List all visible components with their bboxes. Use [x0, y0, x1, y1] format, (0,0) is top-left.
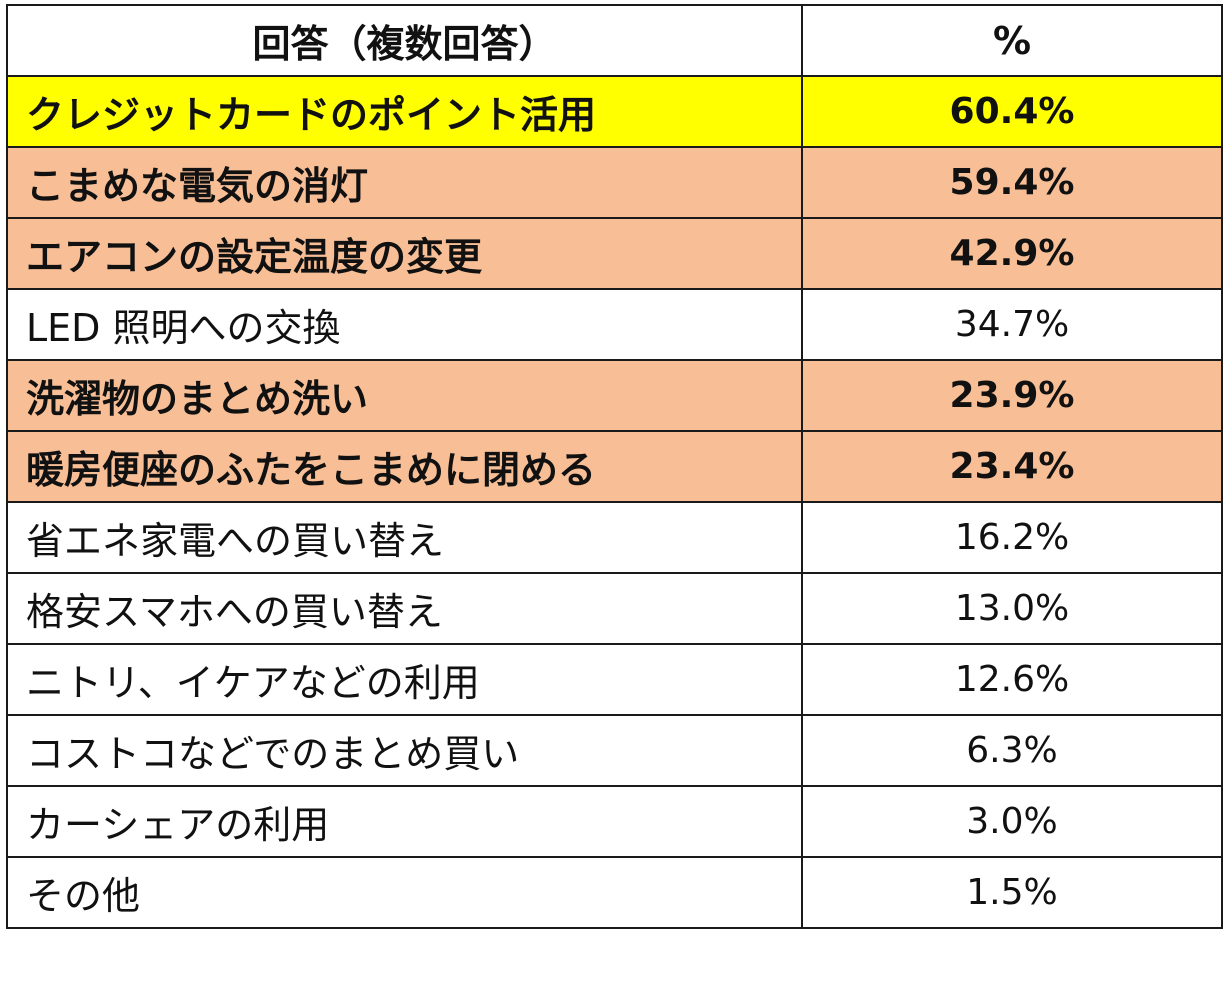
survey-table-container: 回答（複数回答） % クレジットカードのポイント活用 60.4% こまめな電気の消灯…	[6, 4, 1223, 929]
table-row: カーシェアの利用 3.0%	[6, 785, 1223, 858]
row-percent: 12.6%	[801, 643, 1223, 716]
row-label: 格安スマホへの買い替え	[6, 572, 803, 645]
table-row: こまめな電気の消灯 59.4%	[6, 146, 1223, 219]
row-label: コストコなどでのまとめ買い	[6, 714, 803, 787]
table-row: クレジットカードのポイント活用 60.4%	[6, 75, 1223, 148]
row-percent: 23.9%	[801, 359, 1223, 432]
table-body: クレジットカードのポイント活用 60.4% こまめな電気の消灯 59.4% エアコンの設…	[6, 75, 1223, 929]
row-label: その他	[6, 856, 803, 929]
row-percent: 3.0%	[801, 785, 1223, 858]
survey-results-table: 回答（複数回答） % クレジットカードのポイント活用 60.4% こまめな電気の消灯…	[6, 4, 1223, 929]
row-label: LED 照明への交換	[6, 288, 803, 361]
table-row: 省エネ家電への買い替え 16.2%	[6, 501, 1223, 574]
row-percent: 23.4%	[801, 430, 1223, 503]
row-percent: 13.0%	[801, 572, 1223, 645]
table-header-row: 回答（複数回答） %	[6, 4, 1223, 77]
row-percent: 34.7%	[801, 288, 1223, 361]
table-row: その他 1.5%	[6, 856, 1223, 929]
row-label: カーシェアの利用	[6, 785, 803, 858]
row-percent: 6.3%	[801, 714, 1223, 787]
row-percent: 60.4%	[801, 75, 1223, 148]
row-percent: 1.5%	[801, 856, 1223, 929]
header-percent: %	[801, 4, 1223, 77]
row-label: こまめな電気の消灯	[6, 146, 803, 219]
table-row: LED 照明への交換 34.7%	[6, 288, 1223, 361]
row-label: エアコンの設定温度の変更	[6, 217, 803, 290]
table-row: ニトリ、イケアなどの利用 12.6%	[6, 643, 1223, 716]
row-label: 暖房便座のふたをこまめに閉める	[6, 430, 803, 503]
table-row: エアコンの設定温度の変更 42.9%	[6, 217, 1223, 290]
table-row: 暖房便座のふたをこまめに閉める 23.4%	[6, 430, 1223, 503]
row-label: クレジットカードのポイント活用	[6, 75, 803, 148]
table-row: コストコなどでのまとめ買い 6.3%	[6, 714, 1223, 787]
table-row: 洗濯物のまとめ洗い 23.9%	[6, 359, 1223, 432]
table-row: 格安スマホへの買い替え 13.0%	[6, 572, 1223, 645]
row-label: 省エネ家電への買い替え	[6, 501, 803, 574]
row-label: ニトリ、イケアなどの利用	[6, 643, 803, 716]
row-percent: 16.2%	[801, 501, 1223, 574]
header-answer: 回答（複数回答）	[6, 4, 803, 77]
row-percent: 42.9%	[801, 217, 1223, 290]
row-percent: 59.4%	[801, 146, 1223, 219]
row-label: 洗濯物のまとめ洗い	[6, 359, 803, 432]
